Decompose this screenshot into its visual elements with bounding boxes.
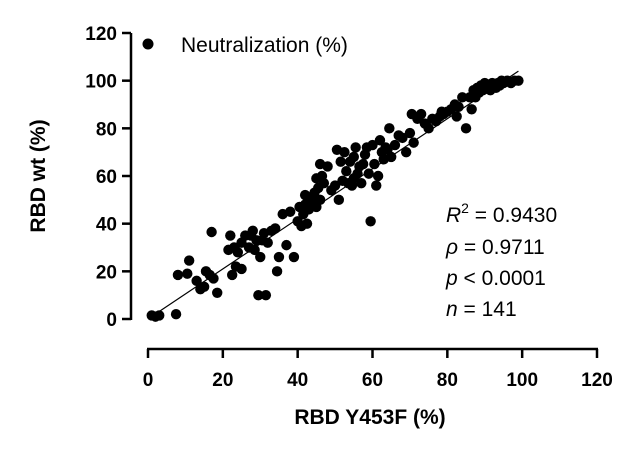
legend: Neutralization (%) bbox=[142, 34, 348, 57]
y-tick-label: 60 bbox=[96, 167, 117, 188]
data-point bbox=[374, 135, 386, 146]
stat-n: n = 141 bbox=[446, 298, 517, 321]
x-tick-label: 40 bbox=[287, 370, 308, 391]
data-point bbox=[301, 218, 313, 229]
data-point bbox=[513, 75, 524, 86]
data-point bbox=[270, 223, 281, 234]
data-point bbox=[423, 123, 434, 134]
data-point bbox=[212, 287, 223, 298]
data-point bbox=[386, 151, 397, 163]
data-point bbox=[466, 104, 477, 115]
n-symbol: n bbox=[446, 298, 458, 321]
data-point bbox=[255, 251, 266, 263]
x-axis-title: RBD Y453F (%) bbox=[294, 406, 445, 429]
data-point bbox=[262, 237, 273, 248]
data-point bbox=[384, 123, 395, 134]
ticks: 0 20 40 60 80 100 120 0 20 40 60 80 100 120 bbox=[85, 24, 613, 391]
data-point bbox=[335, 156, 346, 167]
y-tick-label: 0 bbox=[106, 310, 117, 331]
x-tick-label: 100 bbox=[506, 370, 538, 391]
data-point bbox=[369, 158, 380, 170]
data-point bbox=[182, 268, 193, 279]
data-point bbox=[363, 168, 374, 179]
y-tick-label: 100 bbox=[85, 72, 117, 93]
y-tick-label: 80 bbox=[96, 119, 117, 140]
data-point bbox=[365, 216, 376, 227]
x-tick-label: 120 bbox=[581, 370, 613, 391]
data-point bbox=[341, 166, 352, 177]
data-point bbox=[170, 309, 182, 320]
data-point bbox=[232, 247, 243, 258]
data-point bbox=[271, 266, 283, 277]
r-squared-value: = 0.9430 bbox=[469, 204, 557, 227]
data-point bbox=[453, 101, 464, 113]
data-point bbox=[408, 137, 419, 148]
data-point bbox=[247, 225, 258, 237]
data-point bbox=[281, 239, 292, 251]
data-point bbox=[253, 289, 264, 301]
data-point bbox=[206, 226, 217, 238]
r-squared-superscript: 2 bbox=[461, 200, 469, 216]
data-point bbox=[208, 273, 219, 284]
data-point bbox=[333, 194, 345, 206]
legend-label: Neutralization (%) bbox=[181, 34, 348, 57]
data-point bbox=[198, 281, 210, 293]
data-point bbox=[249, 244, 260, 256]
data-point bbox=[172, 269, 184, 281]
rho-value: = 0.9711 bbox=[458, 236, 545, 259]
stat-p-value: p < 0.0001 bbox=[445, 267, 546, 290]
legend-marker bbox=[142, 38, 154, 50]
data-point bbox=[389, 139, 401, 151]
data-point bbox=[318, 177, 330, 189]
data-point bbox=[339, 146, 350, 158]
statistics-annotation: R2 = 0.9430 ρ = 0.9711 p < 0.0001 n = 14… bbox=[445, 200, 557, 321]
x-tick-label: 80 bbox=[437, 370, 458, 391]
x-tick-label: 0 bbox=[143, 370, 154, 391]
r-squared-symbol: R bbox=[446, 204, 461, 227]
stat-rho: ρ = 0.9711 bbox=[445, 236, 545, 259]
data-point bbox=[451, 111, 462, 122]
data-point bbox=[273, 251, 285, 263]
y-tick-label: 40 bbox=[96, 215, 117, 236]
data-point bbox=[288, 251, 300, 263]
stat-r-squared: R2 = 0.9430 bbox=[446, 200, 557, 227]
y-tick-label: 120 bbox=[85, 24, 117, 45]
data-point bbox=[460, 123, 472, 134]
data-point bbox=[404, 127, 416, 139]
data-point bbox=[357, 158, 369, 170]
data-point bbox=[329, 180, 341, 191]
y-axis-title: RBD wt (%) bbox=[27, 119, 50, 232]
data-point bbox=[322, 161, 333, 172]
data-point bbox=[457, 92, 468, 103]
data-points bbox=[146, 75, 524, 322]
data-point bbox=[350, 142, 361, 153]
rho-symbol: ρ bbox=[445, 236, 458, 259]
data-point bbox=[397, 132, 408, 144]
data-point bbox=[284, 206, 296, 217]
data-point bbox=[225, 230, 236, 241]
y-tick-label: 20 bbox=[96, 262, 117, 283]
data-point bbox=[314, 194, 326, 206]
data-point bbox=[226, 269, 238, 281]
x-tick-label: 60 bbox=[362, 370, 383, 391]
data-point bbox=[348, 151, 359, 163]
data-point bbox=[400, 146, 412, 158]
p-value: < 0.0001 bbox=[458, 267, 546, 290]
p-symbol: p bbox=[445, 267, 458, 290]
data-point bbox=[260, 289, 272, 301]
data-point bbox=[183, 255, 195, 266]
data-point bbox=[191, 275, 202, 287]
data-point bbox=[371, 180, 382, 191]
data-point bbox=[372, 170, 384, 182]
data-point bbox=[415, 108, 427, 120]
x-tick-label: 20 bbox=[212, 370, 233, 391]
data-point bbox=[356, 177, 367, 189]
data-point bbox=[154, 310, 165, 321]
data-point bbox=[367, 139, 378, 151]
axes bbox=[129, 33, 598, 351]
n-value: = 141 bbox=[458, 298, 517, 321]
data-point bbox=[236, 263, 247, 275]
